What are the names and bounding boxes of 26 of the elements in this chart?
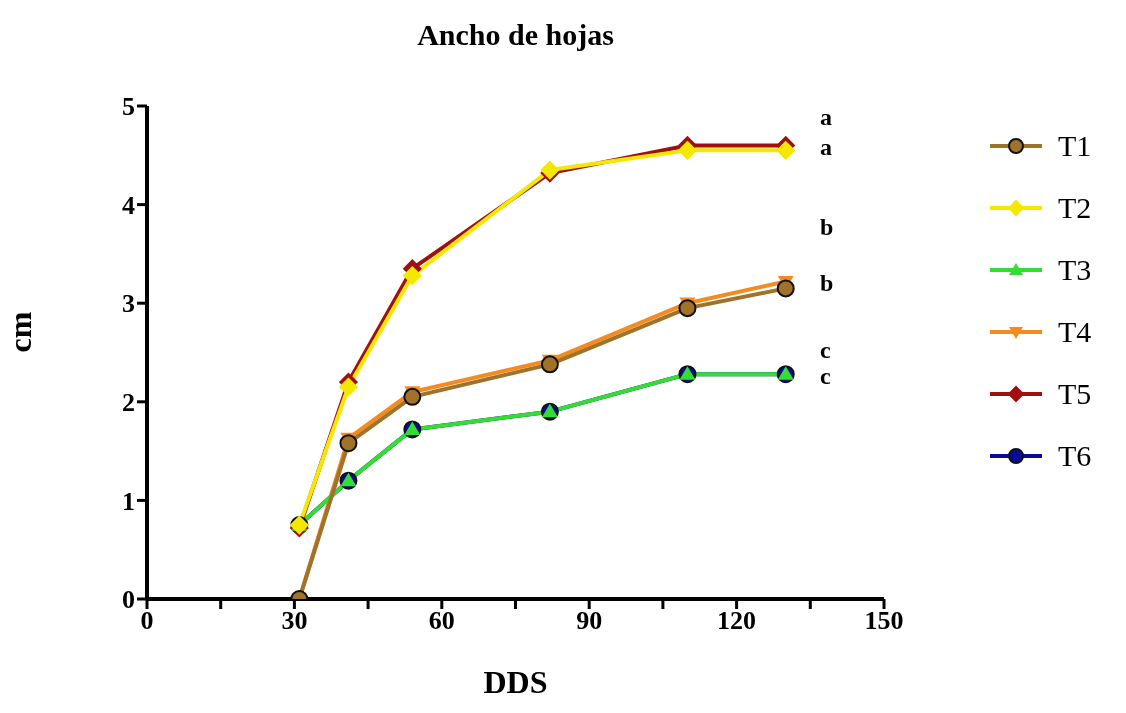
- x-tick-label: 30: [281, 606, 308, 636]
- annotation: a: [820, 134, 832, 161]
- y-tick-label: 0: [122, 585, 135, 615]
- y-tick-label: 5: [122, 92, 135, 122]
- legend-label: T5: [1058, 377, 1092, 411]
- y-tick-label: 1: [122, 486, 135, 516]
- annotation: c: [820, 337, 831, 364]
- annotation: b: [820, 270, 834, 297]
- y-tick-label: 2: [122, 388, 135, 418]
- annotation: c: [820, 363, 831, 390]
- x-tick-label: 120: [717, 606, 757, 636]
- legend-label: T6: [1058, 439, 1092, 473]
- annotation: b: [820, 214, 834, 241]
- x-tick-label: 150: [864, 606, 904, 636]
- annotation: a: [820, 104, 832, 131]
- x-tick-label: 90: [576, 606, 603, 636]
- legend-label: T4: [1058, 315, 1092, 349]
- y-tick-label: 3: [122, 289, 135, 319]
- x-axis-title: DDS: [483, 664, 548, 700]
- y-tick-label: 4: [122, 190, 135, 220]
- chart-title: Ancho de hojas: [416, 18, 615, 52]
- y-axis-title: cm: [2, 311, 39, 353]
- legend-label: T3: [1058, 253, 1092, 287]
- x-tick-label: 60: [428, 606, 455, 636]
- legend-label: T2: [1058, 191, 1092, 225]
- legend-label: T1: [1058, 129, 1092, 163]
